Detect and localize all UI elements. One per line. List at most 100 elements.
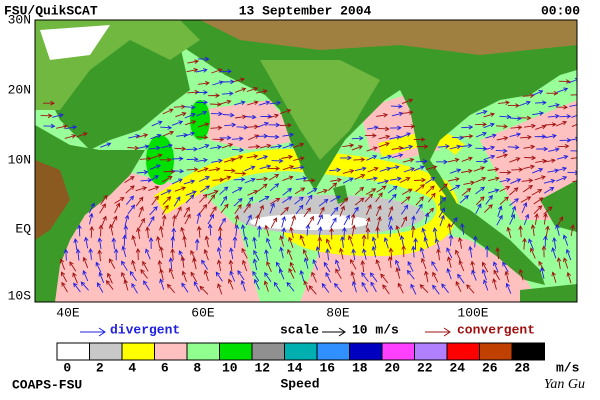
wind-arrow bbox=[362, 248, 367, 260]
wind-arrow bbox=[509, 213, 516, 225]
divergent-arrow bbox=[80, 327, 106, 337]
footer-right: Yan Gu bbox=[544, 377, 585, 392]
wind-arrow bbox=[288, 267, 295, 279]
wind-arrow bbox=[391, 153, 404, 159]
wind-arrow bbox=[246, 124, 259, 130]
wind-arrow bbox=[124, 176, 135, 183]
wind-arrow bbox=[351, 135, 364, 141]
wind-arrow bbox=[499, 196, 509, 205]
wind-arrow bbox=[498, 100, 510, 105]
wind-arrow bbox=[321, 283, 330, 293]
colorbar-box bbox=[251, 342, 285, 361]
wind-arrow bbox=[232, 236, 238, 249]
wind-arrow bbox=[63, 248, 69, 261]
wind-arrow bbox=[142, 260, 149, 272]
wind-arrow bbox=[161, 214, 167, 227]
wind-arrow bbox=[460, 222, 465, 235]
wind-arrow bbox=[483, 112, 496, 118]
wind-arrow bbox=[556, 154, 569, 160]
wind-arrow bbox=[73, 282, 81, 293]
wind-arrow bbox=[186, 167, 199, 172]
wind-arrow bbox=[181, 270, 187, 282]
wind-arrow bbox=[220, 195, 227, 207]
wind-arrow bbox=[217, 226, 223, 239]
wind-arrow bbox=[543, 187, 555, 194]
wind-arrow bbox=[190, 249, 197, 261]
wind-arrow bbox=[499, 114, 512, 120]
wind-arrow bbox=[390, 104, 403, 109]
wind-arrow bbox=[449, 144, 462, 150]
wind-arrow bbox=[136, 169, 149, 175]
wind-arrow bbox=[199, 285, 209, 295]
wind-arrow bbox=[197, 167, 209, 173]
wind-arrow bbox=[495, 148, 508, 154]
wind-arrow bbox=[208, 93, 221, 98]
wind-arrow bbox=[559, 114, 572, 119]
wind-arrow bbox=[174, 186, 186, 192]
wind-arrow bbox=[432, 284, 440, 295]
wind-arrow bbox=[247, 100, 259, 106]
wind-arrow bbox=[509, 157, 521, 163]
wind-arrow bbox=[499, 185, 511, 192]
wind-arrow bbox=[330, 195, 341, 202]
wind-arrow bbox=[518, 225, 523, 238]
wind-arrow bbox=[98, 271, 105, 283]
colorbar: m/s Speed 0 2 4 6 8 10 12 14 16 18 20 22 24 26 28 bbox=[56, 342, 580, 391]
wind-arrow bbox=[518, 268, 524, 281]
lat-label: 30N bbox=[8, 12, 31, 27]
wind-arrow bbox=[240, 279, 246, 292]
wind-arrow bbox=[207, 194, 216, 204]
wind-arrow bbox=[482, 261, 489, 273]
wind-arrow bbox=[148, 145, 161, 151]
wind-arrow bbox=[263, 280, 269, 292]
wind-arrow bbox=[252, 270, 260, 282]
wind-arrow bbox=[171, 156, 184, 161]
wind-arrow bbox=[350, 213, 356, 226]
wind-arrow bbox=[323, 261, 331, 273]
wind-arrow bbox=[222, 112, 235, 118]
wind-arrow bbox=[415, 159, 428, 164]
wind-arrow bbox=[354, 197, 365, 206]
wind-arrow bbox=[317, 236, 323, 249]
wind-arrow bbox=[282, 196, 293, 204]
wind-arrow bbox=[318, 206, 325, 218]
colorbar-tick-label: 26 bbox=[482, 360, 498, 375]
wind-arrow bbox=[493, 269, 500, 281]
wind-arrow bbox=[377, 179, 390, 185]
wind-arrow bbox=[545, 133, 557, 139]
wind-arrow bbox=[123, 224, 129, 237]
wind-arrow bbox=[159, 278, 165, 290]
wind-arrow bbox=[172, 214, 177, 227]
wind-arrow bbox=[555, 166, 567, 172]
colorbar-box bbox=[56, 342, 90, 361]
convergent-arrow bbox=[425, 327, 451, 337]
wind-arrow bbox=[221, 143, 234, 149]
wind-arrow bbox=[155, 235, 161, 248]
wind-arrow bbox=[415, 196, 424, 206]
wind-arrow bbox=[545, 225, 550, 238]
colorbar-tick-label: 6 bbox=[161, 360, 169, 375]
wind-arrow bbox=[375, 192, 383, 203]
wind-arrow bbox=[555, 224, 560, 236]
wind-arrow bbox=[388, 193, 397, 203]
wind-arrow bbox=[135, 248, 141, 261]
wind-arrow bbox=[376, 112, 389, 118]
wind-arrow bbox=[73, 238, 78, 251]
wind-arrow bbox=[365, 216, 371, 229]
wind-arrow bbox=[258, 204, 264, 216]
wind-arrow bbox=[257, 225, 262, 238]
wind-arrow bbox=[266, 260, 272, 272]
wind-arrow bbox=[328, 182, 338, 191]
colorbar-tick-label: 2 bbox=[96, 360, 104, 375]
wind-arrow bbox=[378, 134, 391, 140]
wind-arrow bbox=[291, 214, 296, 227]
wind-arrow bbox=[246, 86, 259, 92]
map: 30N 20N 10N EQ 10S 40E 60E 80E 100E bbox=[8, 12, 578, 320]
wind-arrow bbox=[136, 133, 149, 139]
convergent-label: convergent bbox=[457, 322, 535, 337]
wind-arrow bbox=[122, 234, 127, 247]
wind-arrow bbox=[111, 215, 118, 227]
wind-arrow bbox=[311, 271, 317, 283]
wind-arrow bbox=[539, 266, 545, 279]
wind-arrow bbox=[565, 248, 572, 261]
